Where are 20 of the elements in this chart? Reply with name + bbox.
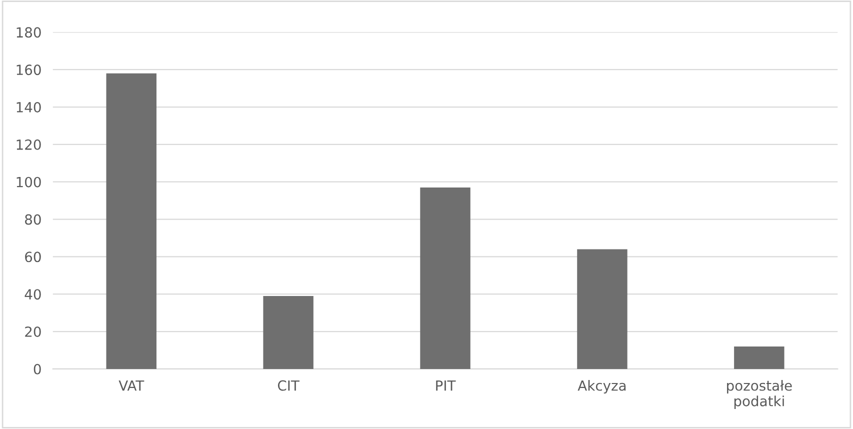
y-tick-label: 120 <box>16 139 41 150</box>
y-tick-label: 140 <box>16 102 41 112</box>
y-tick-label: 20 <box>25 326 41 337</box>
bar <box>106 73 156 369</box>
y-tick-label: 40 <box>24 289 41 300</box>
y-tick-label: 60 <box>25 252 41 262</box>
bar <box>577 249 628 369</box>
y-tick-label: 160 <box>16 64 41 76</box>
y-tick-label: 0 <box>34 364 41 374</box>
x-tick-label: CIT <box>278 380 300 391</box>
bar <box>420 187 470 369</box>
x-tick-label: VAT <box>118 380 144 391</box>
y-tick-label: 80 <box>25 214 41 225</box>
y-tick-label: 100 <box>16 176 41 188</box>
x-tick-label: Akcyza <box>578 380 626 394</box>
bar <box>263 296 314 369</box>
y-tick-label: 180 <box>16 27 41 38</box>
bar <box>734 346 784 369</box>
x-tick-label: PIT <box>436 380 456 391</box>
x-tick-label: pozostałe podatki <box>727 380 792 410</box>
